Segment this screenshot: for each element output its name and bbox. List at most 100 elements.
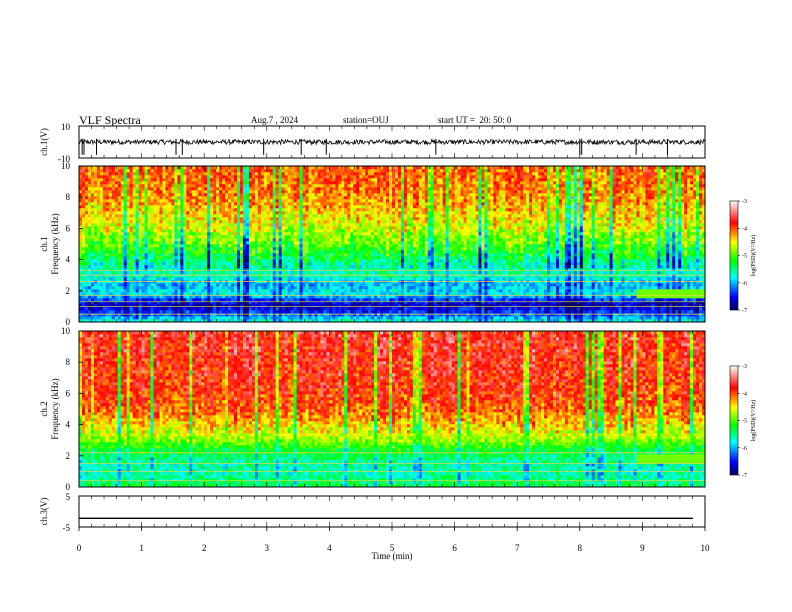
ch1-spectrogram-cell	[263, 193, 268, 197]
ch1-spectrogram-cell	[320, 181, 324, 185]
ch1-spectrogram-cell	[263, 175, 268, 179]
ch1-spectrogram-cell	[192, 175, 196, 179]
ch1-spectrogram-cell	[314, 289, 318, 293]
ch1-spectrogram-cell	[329, 166, 333, 170]
ch1-spectrogram-cell	[132, 205, 136, 209]
ch1-spectrogram-cell	[281, 202, 285, 206]
ch1-spectrogram-cell	[323, 253, 327, 257]
ch1-spectrogram-cell	[84, 175, 89, 179]
ch1-spectrogram-cell	[299, 262, 303, 266]
ch1-spectrogram-cell	[314, 247, 318, 251]
ch1-spectrogram-cell	[126, 199, 130, 203]
ch1-spectrogram-cell	[138, 268, 142, 272]
ch1-spectrogram-cell	[222, 184, 226, 188]
ch1-spectrogram-cell	[353, 250, 357, 254]
ch1-spectrogram-cell	[201, 256, 205, 260]
ch1-spectrogram-cell	[90, 178, 95, 182]
ch1-spectrogram-cell	[147, 235, 151, 239]
ch1-spectrogram-cell	[174, 247, 178, 251]
ch1-spectrogram-cell	[138, 253, 142, 257]
ch1-spectrogram-cell	[123, 307, 127, 311]
ch1-spectrogram-cell	[87, 304, 92, 308]
ch1-spectrogram-cell	[341, 178, 345, 182]
ch1-spectrogram-cell	[102, 310, 107, 314]
ch1-spectrogram-cell	[213, 244, 217, 248]
ch1-spectrogram-cell	[135, 268, 139, 272]
ch1-spectrogram-cell	[84, 193, 89, 197]
ch1-spectrogram-cell	[186, 175, 190, 179]
ch1-spectrogram-cell	[165, 181, 169, 185]
ch1-spectrogram-cell	[272, 214, 277, 218]
ch1-spectrogram-cell	[153, 229, 157, 233]
ch1-spectrogram-cell	[314, 241, 318, 245]
ch1-spectrogram-cell	[90, 208, 95, 212]
ch1-spectrogram-cell	[278, 304, 282, 308]
ch1-spectrogram-cell	[314, 229, 318, 233]
ch1-spectrogram-cell	[90, 217, 95, 221]
ch1-spectrogram-cell	[278, 247, 282, 251]
ch1-spectrogram-cell	[311, 286, 315, 290]
ch1-spectrogram-cell	[210, 256, 214, 260]
ch1-spectrogram-cell	[254, 301, 259, 305]
ch1-spectrogram-cell	[257, 172, 262, 176]
ch1-spectrogram-cell	[242, 307, 247, 311]
ch1-spectrogram-cell	[332, 286, 336, 290]
ch1-spectrogram-cell	[123, 298, 127, 302]
ch1-spectrogram-cell	[326, 196, 330, 200]
ch1-spectrogram-cell	[272, 292, 277, 296]
ch1-spectrogram-cell	[174, 301, 178, 305]
ch1-spectrogram-cell	[353, 259, 357, 263]
ch1-spectrogram-cell	[174, 184, 178, 188]
ch1-spectrogram-cell	[335, 235, 339, 239]
ch1-spectrogram-cell	[213, 175, 217, 179]
ch1-spectrogram-cell	[129, 214, 133, 218]
ch1-spectrogram-cell	[213, 316, 217, 320]
ch1-spectrogram-cell	[168, 166, 172, 170]
ch1-spectrogram-cell	[335, 250, 339, 254]
ch1-spectrogram-cell	[150, 238, 154, 242]
ch1-spectrogram-cell	[138, 229, 142, 233]
ch1-spectrogram-cell	[195, 271, 199, 275]
ch1-spectrogram-cell	[132, 166, 136, 170]
ch1-spectrogram-cell	[204, 289, 208, 293]
station-label: station=OUJ	[343, 115, 389, 125]
ch1-spectrogram-cell	[201, 283, 205, 287]
ch1-spectrogram-cell	[290, 274, 294, 278]
ch1-spectrogram-cell	[111, 319, 116, 323]
ch1-spectrogram-cell	[183, 196, 187, 200]
ch1-spectrogram-cell	[275, 286, 280, 290]
ch1-spectrogram-cell	[344, 292, 348, 296]
ch1-spectrogram-cell	[311, 220, 315, 224]
ch1-spectrogram-cell	[284, 205, 288, 209]
ch1-spectrogram-cell	[251, 259, 256, 263]
ch1-spectrogram-cell	[338, 271, 342, 275]
ch1-spectrogram-cell	[263, 187, 268, 191]
ch1-spectrogram-cell	[332, 211, 336, 215]
ch1-spectrogram-cell	[210, 193, 214, 197]
ch1-spectrogram-cell	[242, 193, 247, 197]
ch1-spectrogram-cell	[165, 253, 169, 257]
ch1-spectrogram-cell	[210, 268, 214, 272]
ch1-spectrogram-cell	[356, 223, 360, 227]
ch1-spectrogram-cell	[356, 307, 360, 311]
ch1-spectrogram-cell	[260, 289, 265, 293]
ch1-spectrogram-cell	[117, 217, 122, 221]
ch1-spectrogram-cell	[296, 205, 300, 209]
ch1-spectrogram-cell	[159, 238, 163, 242]
ch1-spectrogram-cell	[356, 283, 360, 287]
ch1-spectrogram-cell	[284, 196, 288, 200]
ch1-spectrogram-cell	[222, 199, 226, 203]
ch1-spectrogram-cell	[183, 217, 187, 221]
ch1-spectrogram-cell	[102, 229, 107, 233]
ch1-spectrogram-cell	[320, 313, 324, 317]
ch1-spectrogram-cell	[165, 199, 169, 203]
ch1-spectrogram-cell	[90, 253, 95, 257]
ch1-spectrogram-cell	[257, 313, 262, 317]
ch1-spectrogram-cell	[126, 271, 130, 275]
ch1-spectrogram-cell	[144, 178, 148, 182]
ch1-spectrogram-cell	[260, 283, 265, 287]
ch1-spectrogram-cell	[162, 196, 166, 200]
ch1-spectrogram-cell	[239, 253, 244, 257]
ch1-spectrogram-cell	[135, 235, 139, 239]
ch1-spectrogram-cell	[81, 223, 86, 227]
